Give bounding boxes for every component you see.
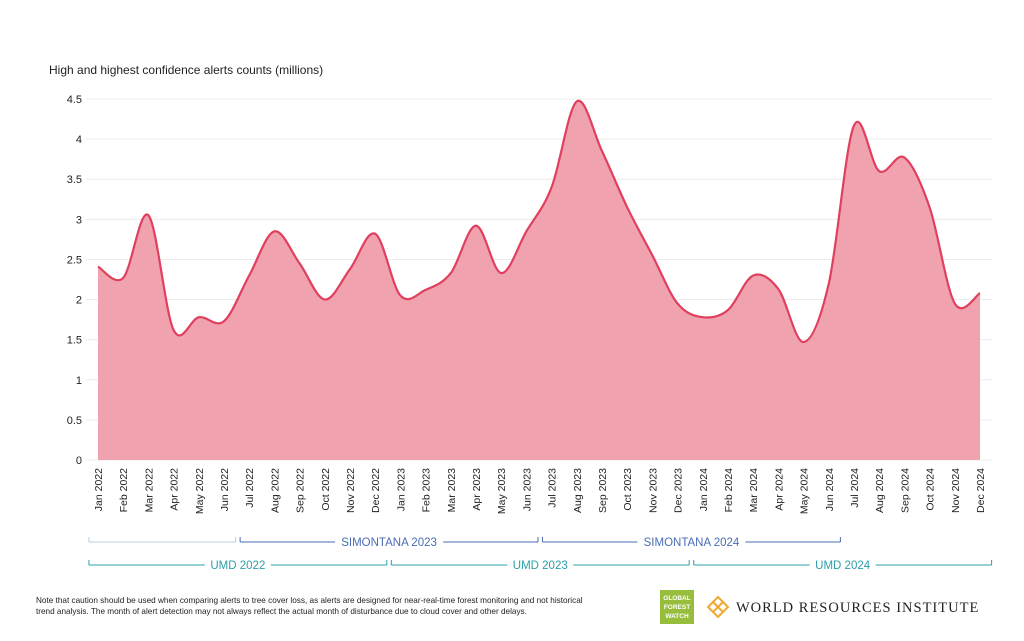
- x-tick-label: Jun 2023: [521, 468, 533, 511]
- period-label-bg: [637, 534, 746, 550]
- wri-logo-icon: [706, 595, 730, 619]
- x-tick-label: Feb 2022: [118, 468, 130, 513]
- wri-logo-text: WORLD RESOURCES INSTITUTE: [736, 600, 979, 616]
- x-tick-label: Nov 2024: [950, 468, 962, 513]
- gfw-logo-text: FOREST: [664, 604, 690, 611]
- x-tick-label: Jun 2024: [824, 468, 836, 511]
- x-tick-label: Aug 2022: [269, 468, 281, 513]
- area: [98, 100, 980, 460]
- x-tick-label: Sep 2023: [597, 468, 609, 513]
- period-label-bg: [809, 557, 876, 573]
- x-tick-label: May 2023: [496, 468, 508, 514]
- y-tick-label: 1: [76, 375, 82, 387]
- x-tick-label: Jun 2022: [219, 468, 231, 511]
- x-tick-label: Apr 2024: [773, 468, 785, 511]
- y-tick-label: 4: [76, 134, 82, 146]
- footnote: Note that caution should be used when co…: [36, 596, 583, 605]
- chart-title: High and highest confidence alerts count…: [49, 63, 323, 77]
- x-tick-label: Feb 2024: [723, 468, 735, 513]
- x-tick-label: Mar 2022: [143, 468, 155, 513]
- y-tick-label: 0: [76, 455, 82, 467]
- gfw-logo: [660, 590, 694, 624]
- period-label: SIMONTANA 2023: [341, 537, 437, 549]
- x-tick-label: Jan 2022: [93, 468, 105, 511]
- x-tick-label: Aug 2023: [572, 468, 584, 513]
- y-tick-label: 3.5: [67, 174, 82, 186]
- y-tick-label: 2.5: [67, 254, 82, 266]
- x-tick-label: Nov 2023: [647, 468, 659, 513]
- x-tick-label: Mar 2024: [748, 468, 760, 513]
- x-tick-label: Sep 2022: [295, 468, 307, 513]
- period-label-bg: [335, 534, 444, 550]
- y-tick-label: 3: [76, 214, 82, 226]
- gfw-logo-text: WATCH: [665, 613, 689, 620]
- x-tick-label: Aug 2024: [874, 468, 886, 513]
- x-tick-label: May 2022: [194, 468, 206, 514]
- x-tick-label: Oct 2022: [320, 468, 332, 511]
- period-label-bg: [507, 557, 574, 573]
- x-tick-label: Oct 2024: [925, 468, 937, 511]
- x-tick-label: Feb 2023: [421, 468, 433, 513]
- y-tick-label: 1.5: [67, 335, 82, 347]
- x-tick-label: Jul 2022: [244, 468, 256, 508]
- period-label: UMD 2022: [210, 560, 265, 572]
- x-tick-label: Nov 2022: [345, 468, 357, 513]
- y-tick-label: 2: [76, 295, 82, 307]
- line: [97, 99, 981, 344]
- gfw-logo-text: GLOBAL: [663, 595, 690, 602]
- x-tick-label: Dec 2023: [673, 468, 685, 513]
- footnote: trend analysis. The month of alert detec…: [36, 607, 527, 616]
- x-tick-label: Mar 2023: [446, 468, 458, 513]
- y-tick-label: 4.5: [67, 94, 82, 106]
- period-label: SIMONTANA 2024: [644, 537, 740, 549]
- x-tick-label: Oct 2023: [622, 468, 634, 511]
- period-label-bg: [204, 557, 271, 573]
- y-tick-label: 0.5: [67, 415, 82, 427]
- x-tick-label: Apr 2022: [169, 468, 181, 511]
- period-label: UMD 2023: [513, 560, 568, 572]
- x-tick-label: Apr 2023: [471, 468, 483, 511]
- x-tick-label: Dec 2022: [370, 468, 382, 513]
- x-tick-label: Jul 2024: [849, 468, 861, 508]
- period-label: UMD 2024: [815, 560, 871, 572]
- x-tick-label: Jan 2023: [395, 468, 407, 511]
- x-tick-label: Dec 2024: [975, 468, 987, 513]
- x-tick-label: Jul 2023: [547, 468, 559, 508]
- x-tick-label: Jan 2024: [698, 468, 710, 511]
- x-tick-label: Sep 2024: [899, 468, 911, 513]
- x-tick-label: May 2024: [799, 468, 811, 514]
